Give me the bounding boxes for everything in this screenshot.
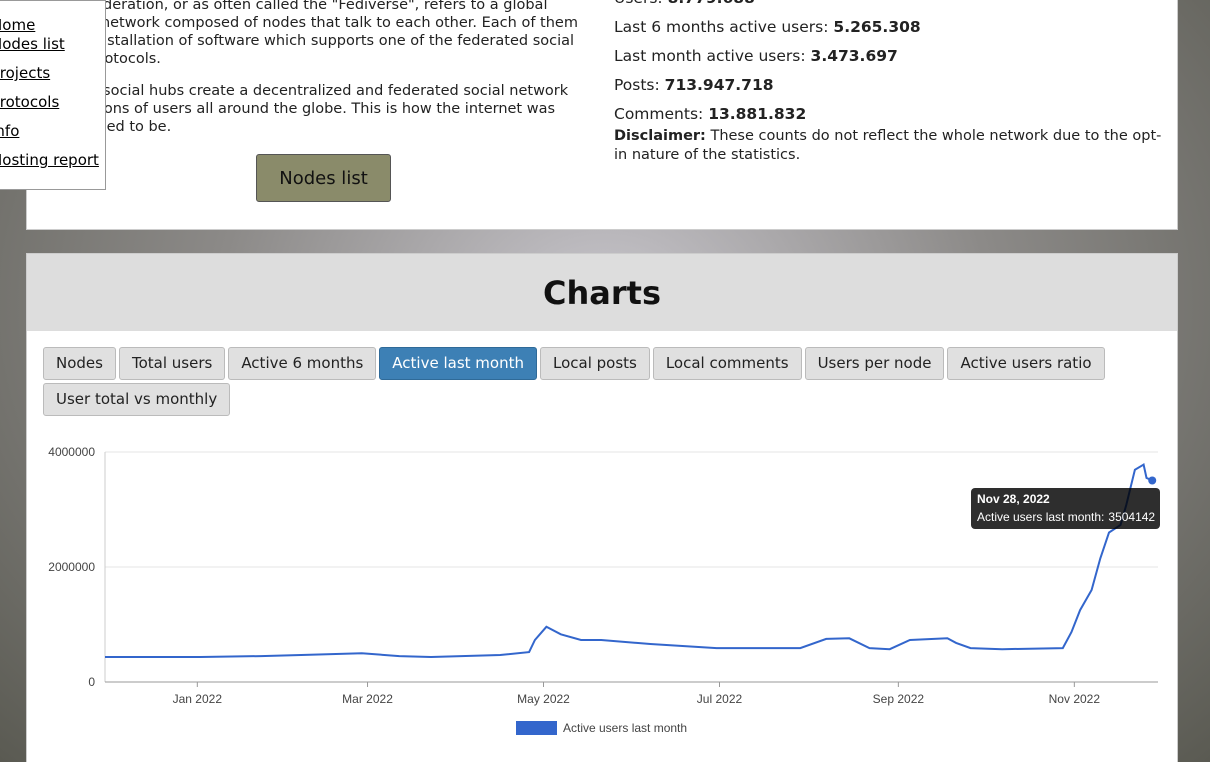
menu-link[interactable]: Hosting report — [0, 151, 99, 169]
stat: Posts: 713.947.718 — [614, 71, 1164, 100]
tab[interactable]: User total vs monthly — [43, 383, 231, 416]
tab[interactable]: Active 6 months — [228, 347, 377, 380]
menu-link[interactable]: Protocols — [0, 93, 60, 111]
tab[interactable]: Local comments — [652, 347, 802, 380]
stat-label: Comments: — [614, 105, 704, 123]
overview-panel: The Federation, or as often called the "… — [26, 0, 1178, 230]
tab[interactable]: Local posts — [539, 347, 650, 380]
intro-text: These social hubs create a decentralized… — [55, 83, 569, 135]
stat-value: 713.947.718 — [664, 76, 774, 94]
nav-menu: HomeNodes list Projects Protocols Info Hosti… — [0, 0, 106, 190]
stat: Users: 8.779.688 — [614, 0, 1164, 13]
stat-value: 3.473.697 — [810, 47, 898, 65]
intro: The Federation, or as often called the "… — [55, 0, 585, 150]
stat: Comments: 13.881.832 — [614, 100, 1164, 129]
menu-link[interactable]: Home — [0, 16, 36, 34]
tab[interactable]: Users per node — [804, 347, 945, 380]
intro-text: The Federation, or as often called the "… — [55, 0, 578, 67]
stat-label: Users: — [614, 0, 663, 7]
stat-label: Last 6 months active users: — [614, 18, 829, 36]
stat-label: Posts: — [614, 76, 660, 94]
tabs: Nodes Total users Active 6 months Active la… — [43, 347, 1153, 416]
disclaimer-text: These counts do not reflect the whole ne… — [614, 128, 1162, 163]
stat-value: 8.779.688 — [668, 0, 755, 7]
stat-value: 13.881.832 — [708, 105, 807, 123]
disclaimer: Disclaimer: These counts do not reflect … — [614, 127, 1164, 165]
tab[interactable]: Active users ratio — [947, 347, 1105, 380]
stat-value: 5.265.308 — [833, 18, 921, 36]
stat: Last month active users: 3.473.697 — [614, 42, 1164, 71]
charts-title: Charts — [27, 254, 1177, 331]
nodes-list-button[interactable]: Nodes list — [256, 154, 391, 202]
tab[interactable]: Active last month — [379, 347, 537, 380]
charts-panel: Charts Nodes Total users Active 6 months Ac… — [26, 253, 1178, 762]
menu-link[interactable]: Info — [0, 122, 20, 140]
disclaimer-label: Disclaimer: — [614, 128, 706, 144]
tab[interactable]: Total users — [118, 347, 226, 380]
tab[interactable]: Nodes — [43, 347, 116, 380]
stat: Last 6 months active users: 5.265.308 — [614, 13, 1164, 42]
stat-label: Last month active users: — [614, 47, 806, 65]
stats: Nodes: 13.309Users: 8.779.688Last 6 mont… — [614, 0, 1164, 165]
menu-link[interactable]: Projects — [0, 64, 51, 82]
menu-link[interactable]: Nodes list — [0, 35, 65, 53]
